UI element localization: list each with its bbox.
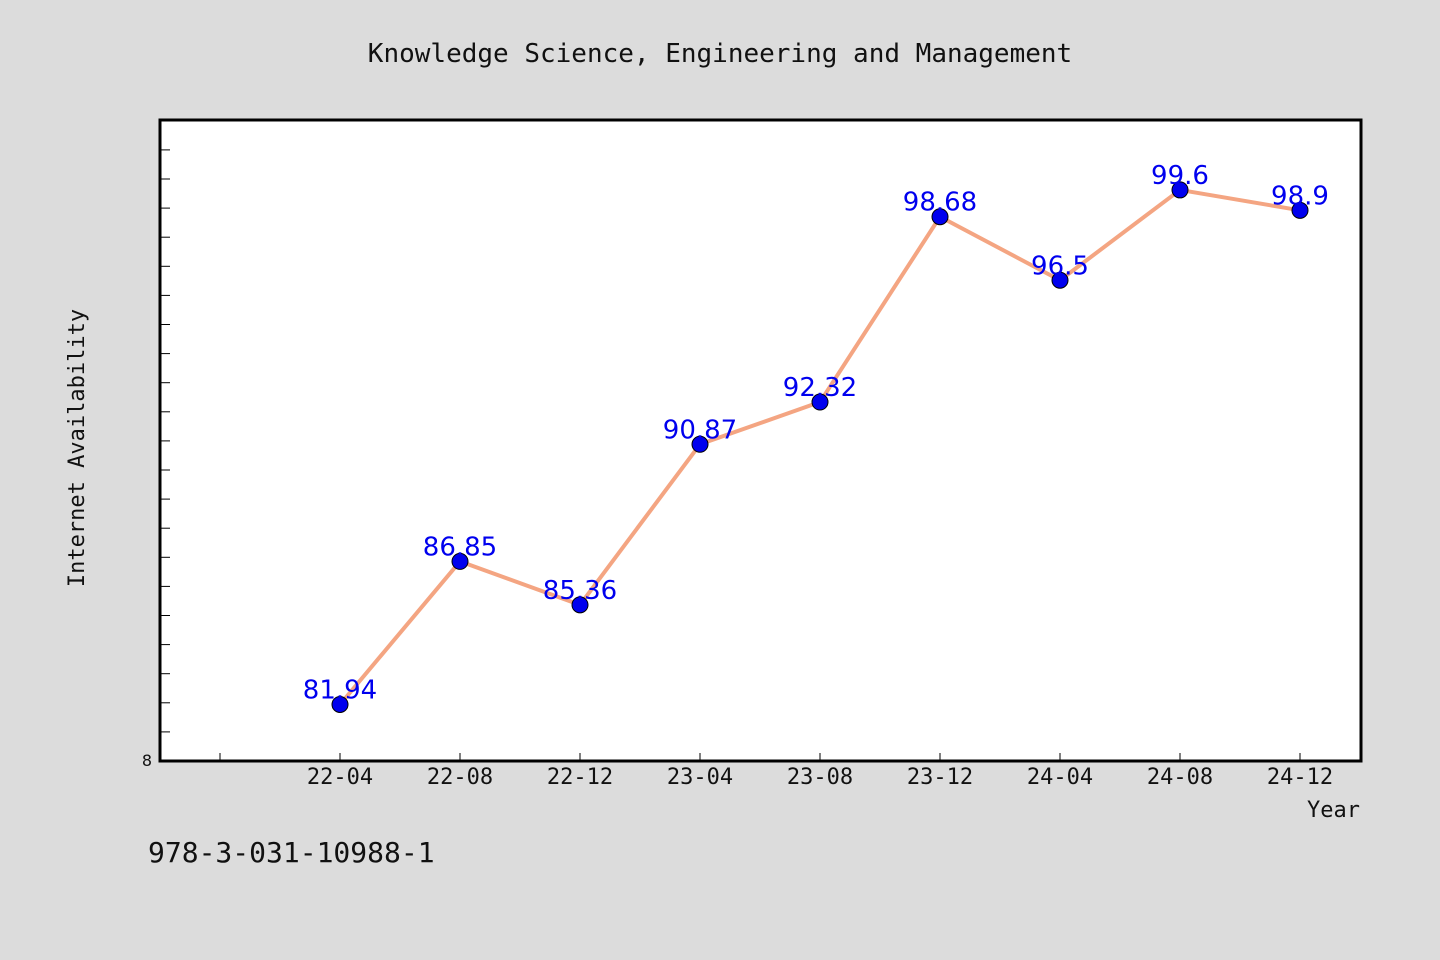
data-label: 81.94 [303, 675, 377, 705]
x-tick-label: 24-12 [1267, 765, 1333, 790]
y-axis-ticks [160, 149, 170, 762]
data-label: 98.9 [1271, 181, 1329, 211]
isbn-text: 978-3-031-10988-1 [148, 836, 435, 869]
x-tick-label: 22-04 [307, 765, 373, 790]
data-label: 90.87 [663, 415, 737, 445]
x-tick-label: 23-04 [667, 765, 733, 790]
x-tick-label: 23-12 [907, 765, 973, 790]
data-point [1051, 271, 1069, 289]
data-point [571, 596, 589, 614]
data-point [451, 552, 469, 570]
x-axis-label: Year [1307, 798, 1360, 823]
x-tick-label: 24-04 [1027, 765, 1093, 790]
data-point [931, 208, 949, 226]
data-label: 86.85 [423, 532, 497, 562]
data-point [1171, 181, 1189, 199]
data-point [691, 435, 709, 453]
plot-area [158, 118, 1363, 763]
data-label: 92.32 [783, 373, 857, 403]
data-label: 98.68 [903, 188, 977, 218]
data-point [1291, 201, 1309, 219]
series-group: 81.94 86.85 85.36 90.87 92.32 98.68 96.5 99.6 98… [303, 161, 1329, 713]
x-tick-label: 22-12 [547, 765, 613, 790]
data-label: 99.6 [1151, 161, 1209, 191]
data-point [811, 393, 829, 411]
data-point [331, 695, 349, 713]
x-tick-label: 24-08 [1147, 765, 1213, 790]
chart-title: Knowledge Science, Engineering and Manag… [368, 39, 1072, 69]
x-axis-ticks: 22-04 22-08 22-12 23-04 23-08 23-12 24-04 24-08… [219, 753, 1333, 790]
x-tick-label: 22-08 [427, 765, 493, 790]
data-label: 85.36 [543, 576, 617, 606]
x-tick-label: 23-08 [787, 765, 853, 790]
y-tick-label-min: 8 [142, 751, 152, 770]
data-label: 96.5 [1031, 251, 1089, 281]
y-axis-label: Internet Availability [65, 309, 90, 587]
